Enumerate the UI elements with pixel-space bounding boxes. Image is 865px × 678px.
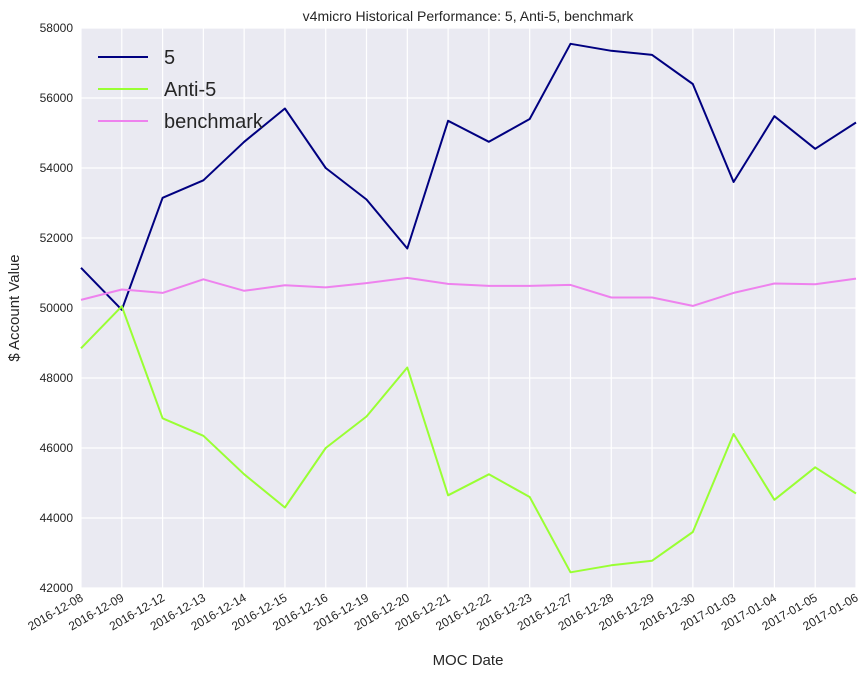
- legend: 5 Anti-5 benchmark: [98, 47, 264, 133]
- y-tick-label: 44000: [40, 511, 74, 525]
- series-line-0: [80, 42, 857, 311]
- legend-label: 5: [164, 47, 175, 69]
- y-tick-label: 50000: [40, 301, 74, 315]
- y-tick-label: 54000: [40, 161, 74, 175]
- y-tick-label: 52000: [40, 231, 74, 245]
- legend-label: benchmark: [164, 111, 264, 133]
- y-tick-label: 56000: [40, 91, 74, 105]
- legend-label: Anti-5: [164, 79, 216, 101]
- chart-title: v4micro Historical Performance: 5, Anti-…: [303, 8, 635, 24]
- series-line-2: [80, 276, 857, 307]
- y-axis-label: $ Account Value: [6, 254, 23, 361]
- y-tick-labels: 42000 44000 46000 48000 50000 52000 54000 56000…: [40, 21, 74, 595]
- y-tick-label: 48000: [40, 371, 74, 385]
- y-tick-label: 46000: [40, 441, 74, 455]
- series-lines: [80, 42, 857, 574]
- x-tick-labels: 2016-12-082016-12-092016-12-122016-12-13…: [25, 590, 860, 633]
- y-tick-label: 42000: [40, 581, 74, 595]
- x-axis-label: MOC Date: [433, 652, 504, 669]
- series-line-1: [80, 305, 857, 574]
- y-tick-label: 58000: [40, 21, 74, 35]
